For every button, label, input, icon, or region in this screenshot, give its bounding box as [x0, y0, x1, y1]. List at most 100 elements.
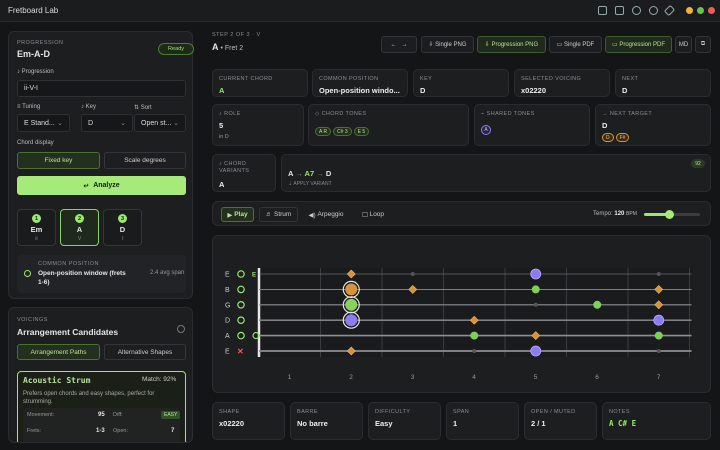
next-chord-diamond — [654, 284, 664, 294]
single-pdf-button[interactable]: ▭ Single PDF — [549, 36, 602, 53]
maximize-button[interactable] — [697, 7, 704, 14]
selected-note — [345, 298, 358, 311]
notes-value: A C# E — [609, 419, 637, 428]
progression-pdf-button[interactable]: ▭ Progression PDF — [605, 36, 672, 53]
role-label: ♪ ROLE — [219, 111, 241, 117]
candidate-card[interactable]: Acoustic Strum Match: 92% Prefers open c… — [17, 371, 186, 442]
open-value: 7 — [171, 428, 175, 434]
open-muted-value: 2 / 1 — [531, 419, 546, 428]
string-label: A — [225, 333, 230, 340]
apply-variant[interactable]: ⇣ APPLY VARIANT — [288, 181, 332, 187]
play-button[interactable]: ▶ Play — [221, 207, 254, 222]
strum-button[interactable]: ♬ Strum — [259, 207, 298, 222]
wrench-icon[interactable] — [663, 4, 676, 17]
next-chord-diamond — [346, 269, 356, 279]
next-target-label-text: NEXT TARGET — [609, 111, 653, 117]
variants-label: ♪ CHORD VARIANTS — [219, 161, 250, 174]
scale-degrees-toggle[interactable]: Scale degrees — [104, 152, 186, 169]
tuning-select[interactable]: E Stand... ⌄ — [17, 114, 70, 132]
chord-step-number: 2 — [75, 214, 84, 223]
difficulty-card: DIFFICULTY Easy — [368, 402, 441, 440]
progression-input[interactable]: ii-V-I — [17, 80, 186, 97]
key-select[interactable]: D ⌄ — [81, 114, 133, 132]
candidate-match: Match: 92% — [142, 376, 177, 383]
fretboard-background — [259, 268, 692, 357]
variant-score-badge: 92 — [691, 159, 705, 168]
tempo-readout: Tempo: 120 BPM — [593, 211, 637, 217]
single-png-button[interactable]: ⇩ Single PNG — [421, 36, 474, 53]
progression-label-text: Progression — [21, 69, 54, 75]
string-label: E — [225, 272, 230, 279]
tempo-slider-fill — [644, 213, 670, 216]
role-value: 5 — [219, 121, 224, 130]
analyze-label: Analyze — [93, 182, 120, 189]
copy-icon[interactable]: ⧉ — [695, 36, 711, 53]
tempo-unit: BPM — [626, 211, 637, 217]
chord-step-em[interactable]: 1 Em ii — [17, 209, 56, 246]
selected-note — [345, 283, 358, 296]
variant-chain: A → A7 → D — [288, 169, 332, 178]
string-note-label: E — [252, 273, 256, 279]
fixed-key-toggle[interactable]: Fixed key — [17, 152, 100, 169]
open-string-icon — [237, 331, 245, 340]
progression-title: Em-A-D — [17, 49, 50, 59]
tab-arrangement-paths[interactable]: Arrangement Paths — [17, 344, 100, 360]
arrow-right-icon[interactable]: → — [401, 41, 408, 48]
current-chord-card: CURRENT CHORD A — [212, 69, 308, 97]
loop-label: Loop — [369, 211, 385, 218]
tempo-slider-handle[interactable] — [664, 210, 674, 219]
movement-label: Movement: — [27, 412, 55, 418]
arrow-left-icon[interactable]: ← — [390, 41, 397, 48]
shared-tone-marker — [653, 314, 665, 326]
chord-step-name: A — [76, 225, 83, 234]
role-card: ♪ ROLE 5 in D — [212, 104, 304, 146]
chord-variants-card: ♪ CHORD VARIANTS A — [212, 154, 276, 192]
fretboard[interactable]: E B G D A E ✕ E 1 2 3 4 5 6 7 — [213, 236, 712, 394]
help-icon[interactable] — [177, 325, 185, 333]
voicings-label: VOICINGS — [17, 317, 48, 323]
chord-tone-marker — [470, 331, 479, 340]
shared-tones-label: ⌁ SHARED TONES — [481, 111, 535, 117]
key-value: D — [88, 119, 94, 127]
play-label: Play — [234, 211, 248, 218]
candidates-title: Arrangement Candidates — [17, 327, 119, 337]
variant-b: A7 — [304, 169, 315, 178]
span-label: SPAN — [453, 409, 470, 415]
role-sub: in D — [219, 134, 229, 140]
progression-png-button[interactable]: ⇩ Progression PNG — [477, 36, 546, 53]
arpeggio-button[interactable]: ◀) Arpeggio — [308, 211, 344, 219]
tab-alternative-shapes[interactable]: Alternative Shapes — [104, 344, 186, 360]
progression-value: ii-V-I — [24, 85, 38, 92]
progression-png-label: Progression PNG — [491, 41, 539, 48]
candidate-name: Acoustic Strum — [23, 376, 91, 385]
open-muted-card: OPEN / MUTED 2 / 1 — [524, 402, 597, 440]
variant-chain-card[interactable]: A → A7 → D ⇣ APPLY VARIANT 92 — [281, 154, 711, 192]
info-icon[interactable] — [632, 6, 641, 15]
tempo-label: Tempo: — [593, 211, 613, 217]
selected-voicing-value: x02220 — [521, 86, 547, 95]
md-button[interactable]: MD — [675, 36, 692, 53]
save-icon[interactable] — [615, 6, 624, 15]
single-png-label: Single PNG — [435, 41, 467, 48]
analyze-button[interactable]: ↵ Analyze — [17, 176, 186, 195]
common-position-label: COMMON POSITION — [38, 261, 99, 267]
open-string-icon — [237, 270, 245, 278]
close-button[interactable] — [708, 7, 715, 14]
sort-select[interactable]: Open st... ⌄ — [134, 114, 186, 132]
tempo-slider[interactable] — [644, 210, 700, 219]
fret-dot — [410, 272, 415, 276]
shared-tone-pill: A — [481, 125, 491, 135]
folder-icon[interactable] — [598, 6, 607, 15]
next-target-card: → NEXT TARGET D D F# — [595, 104, 711, 146]
minimize-button[interactable] — [686, 7, 693, 14]
fret-dot — [472, 349, 477, 353]
chord-step-name: Em — [30, 225, 43, 234]
prev-next-buttons[interactable]: ← → — [381, 36, 417, 53]
gear-icon[interactable] — [649, 6, 658, 15]
loop-toggle[interactable]: ☐ Loop — [361, 211, 385, 219]
progression-panel: PROGRESSION Em-A-D Ready ♪ Progression i… — [8, 31, 194, 299]
notes-card: NOTES A C# E — [602, 402, 711, 440]
